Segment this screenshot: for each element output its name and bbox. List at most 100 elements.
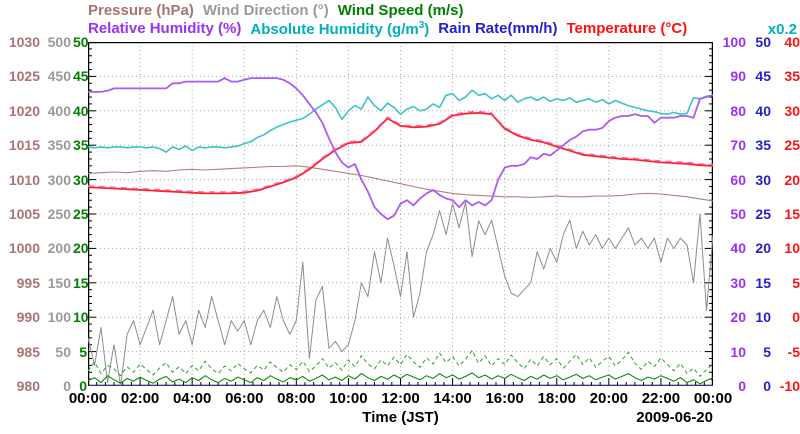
x-tick-label: 08:00: [277, 390, 316, 407]
legend-label-absolute-humidity-g-m: Absolute Humidity (g/m3): [250, 20, 430, 38]
tick-label-wind-direction-deg: 450: [47, 68, 71, 85]
tick-label-pressure-hpa: 1010: [8, 171, 40, 188]
tick-label-temperature-c: 0: [792, 309, 800, 326]
tick-label-wind-direction-deg: 100: [47, 309, 71, 326]
series-wind-speed: [88, 372, 713, 385]
tick-label-temperature-c: -10: [779, 378, 800, 394]
y-tick-row: 0 0 -10: [714, 378, 800, 394]
abs-humidity-scale-note: x0.2: [767, 21, 797, 38]
tick-label-rain-rate-mmh: 10: [755, 309, 771, 326]
legend-row-2: Relative Humidity (%) Absolute Humidity (…: [88, 20, 687, 38]
tick-label-wind-direction-deg: 150: [47, 274, 71, 291]
x-tick-label: 20:00: [589, 390, 629, 407]
y-tick-row: 1005 250 25: [0, 206, 89, 222]
series-relative-humidity: [88, 77, 713, 221]
tick-label-wind-speed-ms: 20: [73, 240, 89, 257]
y-tick-row: 60 30 20: [714, 172, 800, 188]
tick-label-relative-humidity-pct: 100: [722, 34, 746, 50]
x-tick-label: 16:00: [485, 390, 524, 407]
tick-label-temperature-c: 5: [792, 274, 800, 291]
y-tick-row: 1020 400 40: [0, 102, 89, 119]
tick-label-rain-rate-mmh: 5: [763, 343, 771, 360]
tick-label-wind-direction-deg: 300: [47, 171, 71, 188]
x-tick-label: 00:00: [68, 390, 108, 407]
x-tick-label: 10:00: [329, 390, 368, 407]
tick-label-rain-rate-mmh: 45: [755, 68, 771, 85]
tick-label-wind-speed-ms: 35: [73, 137, 89, 154]
tick-label-rain-rate-mmh: 15: [755, 274, 771, 291]
y-tick-row: 70 35 25: [714, 137, 800, 153]
tick-label-rain-rate-mmh: 0: [763, 378, 771, 394]
tick-label-pressure-hpa: 985: [16, 343, 40, 360]
tick-label-relative-humidity-pct: 80: [730, 102, 746, 119]
tick-label-pressure-hpa: 1025: [8, 68, 40, 85]
legend-label-relative-humidity: Relative Humidity (%): [88, 20, 242, 37]
tick-label-pressure-hpa: 1015: [8, 137, 40, 154]
tick-label-wind-speed-ms: 40: [73, 102, 89, 119]
tick-label-relative-humidity-pct: 70: [730, 137, 746, 154]
tick-label-pressure-hpa: 1020: [8, 102, 40, 119]
x-tick-label: 18:00: [537, 390, 576, 407]
y-tick-row: 995 150 15: [0, 274, 89, 291]
y-tick-row: 990 100 10: [0, 309, 89, 326]
y-tick-row: 90 45 35: [714, 68, 800, 84]
tick-label-pressure-hpa: 995: [16, 274, 40, 291]
tick-label-temperature-c: 10: [784, 240, 800, 257]
y-tick-row: 80 40 30: [714, 103, 800, 119]
x-tick-label: 22:00: [641, 390, 681, 407]
x-tick-label: 02:00: [120, 390, 160, 407]
tick-label-relative-humidity-pct: 0: [738, 378, 746, 394]
tick-label-rain-rate-mmh: 25: [755, 206, 771, 222]
tick-label-wind-speed-ms: 0: [79, 378, 87, 394]
legend-label-wind-direction: Wind Direction (°): [202, 2, 329, 19]
y-tick-row: 980 0 0: [0, 378, 87, 394]
y-tick-row: 1015 350 35: [0, 137, 89, 154]
tick-label-temperature-c: 40: [784, 34, 800, 50]
x-tick-label: 06:00: [225, 390, 264, 407]
tick-label-pressure-hpa: 1030: [8, 34, 40, 50]
tick-label-temperature-c: 15: [784, 206, 800, 222]
tick-label-temperature-c: 20: [784, 171, 800, 188]
plot-svg: [88, 42, 713, 386]
tick-label-relative-humidity-pct: 30: [730, 274, 746, 291]
x-tick-label: 04:00: [172, 390, 212, 407]
series-wind-direction: [88, 201, 713, 386]
series-pressure: [88, 165, 713, 202]
y-tick-row: 40 20 10: [714, 240, 800, 256]
legend-label-pressure-hpa: Pressure (hPa): [88, 2, 194, 19]
x-tick-label: 12:00: [381, 390, 420, 407]
legend-row-1: Pressure (hPa) Wind Direction (°) Wind Spe…: [88, 2, 463, 19]
tick-label-rain-rate-mmh: 40: [755, 102, 771, 119]
tick-label-temperature-c: 35: [784, 68, 800, 85]
y-tick-row: 1030 500 50: [0, 34, 89, 50]
x-axis-title: Time (JST): [362, 409, 439, 426]
tick-label-relative-humidity-pct: 20: [730, 309, 746, 326]
series-temperature: [88, 112, 713, 195]
series-wind-speed-max: [88, 349, 713, 377]
tick-label-wind-speed-ms: 45: [73, 68, 89, 85]
legend-label-temperature-c: Temperature (°C): [566, 20, 688, 37]
tick-label-wind-speed-ms: 25: [73, 206, 89, 222]
tick-label-rain-rate-mmh: 35: [755, 137, 771, 154]
tick-label-wind-speed-ms: 10: [73, 309, 89, 326]
tick-label-pressure-hpa: 1005: [8, 206, 40, 222]
tick-label-wind-direction-deg: 350: [47, 137, 71, 154]
y-tick-row: 985 50 5: [0, 344, 87, 360]
tick-label-pressure-hpa: 980: [16, 378, 40, 394]
x-tick-label: 14:00: [433, 390, 472, 407]
tick-label-relative-humidity-pct: 60: [730, 171, 746, 188]
tick-label-wind-direction-deg: 0: [63, 378, 71, 394]
tick-label-wind-direction-deg: 500: [47, 34, 71, 50]
date-label: 2009-06-20: [636, 409, 713, 426]
tick-label-relative-humidity-pct: 50: [730, 206, 746, 222]
tick-label-rain-rate-mmh: 20: [755, 240, 771, 257]
tick-label-wind-direction-deg: 200: [47, 240, 71, 257]
tick-label-wind-speed-ms: 30: [73, 171, 89, 188]
legend-label-rain-rate-mm-h: Rain Rate(mm/h): [438, 20, 558, 37]
series-absolute-humidity: [88, 89, 713, 153]
x-tick-label: 00:00: [693, 390, 733, 407]
tick-label-rain-rate-mmh: 50: [755, 34, 771, 50]
y-tick-row: 10 5 -5: [714, 344, 800, 360]
series-temperature-2: [88, 110, 713, 193]
